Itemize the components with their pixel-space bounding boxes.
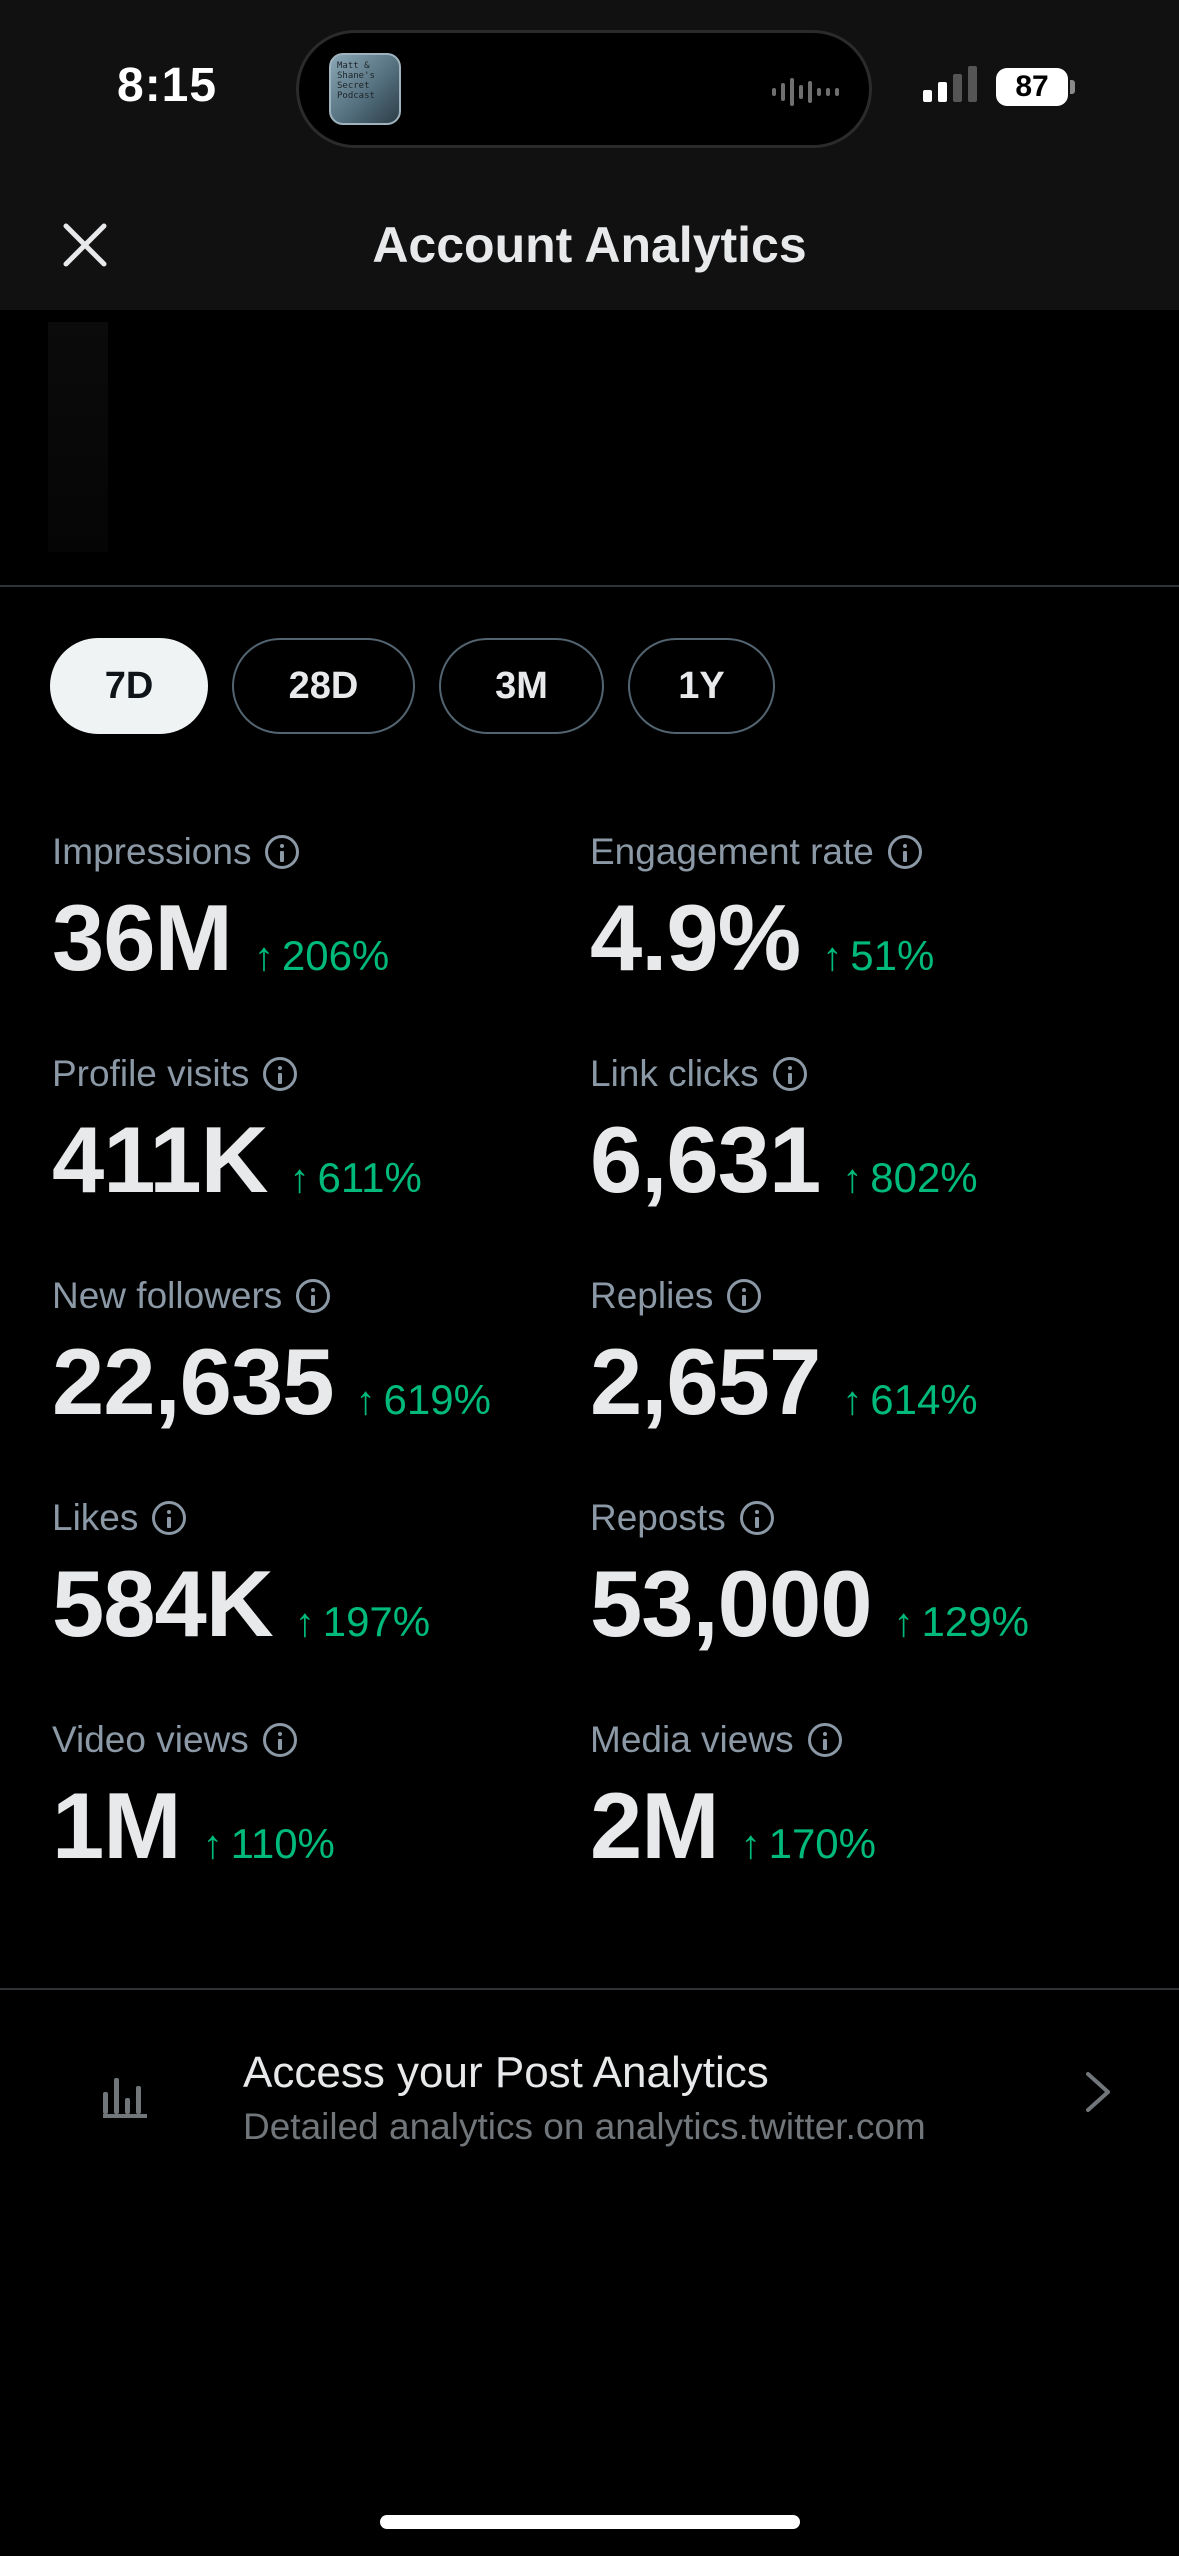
metric-label: Video views bbox=[52, 1719, 249, 1760]
profile-placeholder bbox=[48, 322, 108, 552]
metric-replies: Replies 2,657 ↑ 614% bbox=[590, 1272, 1130, 1432]
metric-label: Reposts bbox=[590, 1497, 726, 1538]
arrow-up-icon: ↑ bbox=[355, 1379, 376, 1423]
info-icon[interactable] bbox=[152, 1501, 187, 1535]
metric-value: 2,657 bbox=[590, 1329, 821, 1434]
divider bbox=[0, 1988, 1179, 1990]
metric-label: New followers bbox=[52, 1275, 283, 1316]
status-time: 8:15 bbox=[117, 59, 218, 112]
navigation-header: Account Analytics bbox=[0, 180, 1179, 310]
metric-change: ↑ 614% bbox=[842, 1376, 977, 1424]
metric-value: 584K bbox=[52, 1551, 274, 1656]
bar-chart-icon bbox=[103, 2070, 147, 2118]
info-icon[interactable] bbox=[772, 1057, 807, 1091]
metric-change: ↑ 802% bbox=[842, 1154, 977, 1202]
change-percent: 129% bbox=[921, 1598, 1029, 1645]
metric-label: Media views bbox=[590, 1719, 794, 1760]
metric-value: 6,631 bbox=[590, 1107, 821, 1212]
arrow-up-icon: ↑ bbox=[202, 1823, 223, 1867]
info-icon[interactable] bbox=[807, 1723, 842, 1757]
metric-new-followers: New followers 22,635 ↑ 619% bbox=[52, 1272, 592, 1432]
metric-label: Likes bbox=[52, 1497, 139, 1538]
change-percent: 51% bbox=[850, 932, 935, 979]
arrow-up-icon: ↑ bbox=[289, 1157, 310, 1201]
metric-change: ↑ 110% bbox=[203, 1820, 335, 1868]
period-chip-7d[interactable]: 7D bbox=[50, 638, 208, 734]
period-chip-3m[interactable]: 3M bbox=[439, 638, 604, 734]
metric-label: Engagement rate bbox=[590, 831, 874, 872]
page-title: Account Analytics bbox=[372, 217, 807, 273]
arrow-up-icon: ↑ bbox=[842, 1379, 863, 1423]
metric-label: Replies bbox=[590, 1275, 714, 1316]
podcast-artwork-thumbnail: Matt & Shane's Secret Podcast bbox=[329, 53, 401, 125]
info-icon[interactable] bbox=[887, 835, 922, 869]
close-icon bbox=[63, 223, 107, 267]
dynamic-island[interactable]: Matt & Shane's Secret Podcast bbox=[296, 30, 872, 148]
metric-engagement-rate: Engagement rate 4.9% ↑ 51% bbox=[590, 828, 1130, 988]
post-analytics-title: Access your Post Analytics bbox=[243, 2048, 769, 2097]
metric-change: ↑ 170% bbox=[741, 1820, 876, 1868]
arrow-up-icon: ↑ bbox=[253, 935, 274, 979]
info-icon[interactable] bbox=[727, 1279, 762, 1313]
post-analytics-link[interactable]: Access your Post Analytics Detailed anal… bbox=[0, 1990, 1179, 2210]
period-chip-1y[interactable]: 1Y bbox=[628, 638, 775, 734]
arrow-up-icon: ↑ bbox=[842, 1157, 863, 1201]
change-percent: 614% bbox=[870, 1376, 978, 1423]
period-chip-28d[interactable]: 28D bbox=[232, 638, 415, 734]
metric-value: 53,000 bbox=[590, 1551, 873, 1656]
podcast-artwork-text: Matt & Shane's Secret Podcast bbox=[337, 61, 375, 101]
profile-summary-area bbox=[0, 310, 1179, 585]
cellular-signal-icon bbox=[923, 66, 977, 102]
home-indicator[interactable] bbox=[380, 2515, 800, 2529]
status-bar: 8:15 Matt & Shane's Secret Podcast 87 bbox=[0, 0, 1179, 180]
metric-profile-visits: Profile visits 411K ↑ 611% bbox=[52, 1050, 592, 1210]
audio-waveform-icon bbox=[772, 77, 839, 107]
metric-change: ↑ 197% bbox=[295, 1598, 430, 1646]
metric-link-clicks: Link clicks 6,631 ↑ 802% bbox=[590, 1050, 1130, 1210]
metric-change: ↑ 129% bbox=[894, 1598, 1029, 1646]
metric-value: 22,635 bbox=[52, 1329, 335, 1434]
metric-value: 36M bbox=[52, 885, 233, 990]
chevron-right-icon bbox=[1086, 2072, 1110, 2112]
metric-change: ↑ 206% bbox=[254, 932, 389, 980]
change-percent: 206% bbox=[281, 932, 390, 979]
metric-change: ↑ 611% bbox=[290, 1154, 422, 1202]
metric-value: 4.9% bbox=[590, 885, 801, 990]
battery-cap bbox=[1070, 80, 1075, 94]
metric-value: 1M bbox=[52, 1773, 182, 1878]
metric-video-views: Video views 1M ↑ 110% bbox=[52, 1716, 592, 1876]
post-analytics-subtitle: Detailed analytics on analytics.twitter.… bbox=[243, 2106, 926, 2147]
change-percent: 611% bbox=[317, 1154, 422, 1201]
change-percent: 619% bbox=[383, 1376, 491, 1423]
info-icon[interactable] bbox=[263, 1057, 298, 1091]
metric-label: Link clicks bbox=[590, 1053, 759, 1094]
info-icon[interactable] bbox=[265, 835, 300, 869]
divider bbox=[0, 585, 1179, 587]
close-button[interactable] bbox=[50, 210, 120, 280]
metric-label: Profile visits bbox=[52, 1053, 250, 1094]
battery-indicator: 87 bbox=[996, 68, 1068, 106]
change-percent: 802% bbox=[870, 1154, 978, 1201]
metric-media-views: Media views 2M ↑ 170% bbox=[590, 1716, 1130, 1876]
info-icon[interactable] bbox=[296, 1279, 331, 1313]
arrow-up-icon: ↑ bbox=[822, 935, 843, 979]
info-icon[interactable] bbox=[739, 1501, 774, 1535]
metric-label: Impressions bbox=[52, 831, 252, 872]
metric-value: 411K bbox=[52, 1107, 269, 1212]
metric-change: ↑ 51% bbox=[822, 932, 934, 980]
change-percent: 170% bbox=[768, 1820, 877, 1867]
metric-likes: Likes 584K ↑ 197% bbox=[52, 1494, 592, 1654]
metric-change: ↑ 619% bbox=[356, 1376, 491, 1424]
arrow-up-icon: ↑ bbox=[294, 1601, 315, 1645]
metric-reposts: Reposts 53,000 ↑ 129% bbox=[590, 1494, 1175, 1654]
arrow-up-icon: ↑ bbox=[740, 1823, 761, 1867]
metric-value: 2M bbox=[590, 1773, 720, 1878]
period-selector: 7D 28D 3M 1Y bbox=[50, 638, 775, 734]
change-percent: 197% bbox=[322, 1598, 431, 1645]
info-icon[interactable] bbox=[262, 1723, 297, 1757]
arrow-up-icon: ↑ bbox=[893, 1601, 914, 1645]
change-percent: 110% bbox=[230, 1820, 335, 1867]
metric-impressions: Impressions 36M ↑ 206% bbox=[52, 828, 592, 988]
